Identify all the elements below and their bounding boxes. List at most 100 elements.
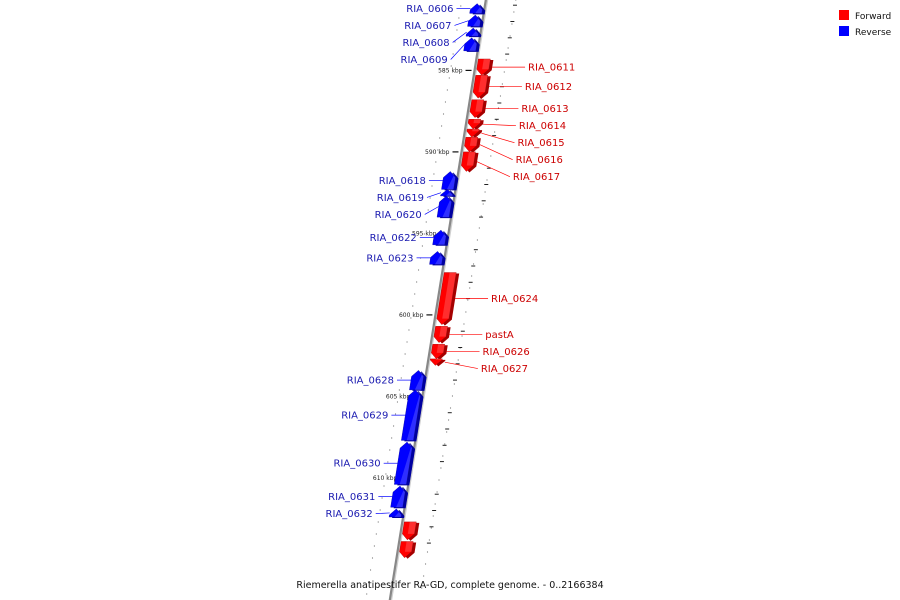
gene-ria-0613[interactable] [469,99,487,119]
gene-arrow-ria-0606[interactable] [469,3,483,14]
gene-label-ria-0608[interactable]: RIA_0608 [402,38,449,49]
gene-label-ria-0611[interactable]: RIA_0611 [528,63,575,74]
gene-ria-0611[interactable] [476,58,494,77]
grid-dot [437,149,439,151]
gene-label-ria-0626[interactable]: RIA_0626 [483,347,530,358]
gene-label-ria-0632[interactable]: RIA_0632 [326,509,373,520]
gene-label-ria-0619[interactable]: RIA_0619 [377,193,424,204]
gene-highlight [446,171,456,190]
gene-label-ria-0617[interactable]: RIA_0617 [513,172,560,183]
gene-label-ria-0627[interactable]: RIA_0627 [481,364,528,375]
grid-dot [430,527,432,529]
gene-arrow-ria-0613[interactable] [469,99,485,118]
gene-arrow-ria-0611[interactable] [476,58,491,76]
gene-arrow-ria-0631[interactable] [390,485,406,508]
gene-ria-0632[interactable] [388,508,405,519]
gene-label-ria-0606[interactable]: RIA_0606 [406,4,453,15]
gene-ria-0620[interactable] [436,195,455,219]
gene-ria-0617[interactable] [461,151,479,173]
legend-swatch-reverse [839,26,849,36]
gene-unnamed-28[interactable] [399,541,417,559]
gene-label-ria-0622[interactable]: RIA_0622 [370,233,417,244]
gene-ria-0628[interactable] [409,370,427,391]
grid-dot [421,245,423,247]
gene-label-ria-0629[interactable]: RIA_0629 [341,411,388,422]
gene-label-ria-0623[interactable]: RIA_0623 [366,253,413,264]
gene-arrow-ria-0632[interactable] [388,508,402,518]
grid-dot [371,557,374,559]
label-leader-ria-0607 [454,20,469,26]
gene-arrow-unnamed-28[interactable] [399,541,414,559]
gene-ria-0623[interactable] [429,251,446,266]
gene-label-ria-0618[interactable]: RIA_0618 [379,176,426,187]
gene-ria-0615[interactable] [466,128,483,139]
gene-arrow-pasta[interactable] [433,326,448,343]
grid-dot [428,539,430,541]
gene-arrow-ria-0614[interactable] [467,119,481,130]
grid-dot [381,497,383,499]
grid-dot [423,233,425,235]
gene-unnamed-27[interactable] [402,521,420,541]
gene-label-ria-0613[interactable]: RIA_0613 [521,104,568,115]
gene-arrow-ria-0609[interactable] [463,37,478,52]
gene-label-ria-0620[interactable]: RIA_0620 [375,210,422,221]
gene-ria-0627[interactable] [430,358,446,367]
grid-dot [394,413,397,415]
gene-ria-0607[interactable] [467,14,484,28]
grid-dot [436,491,438,493]
gene-ria-0629[interactable] [401,389,424,442]
gene-ria-0606[interactable] [469,3,486,15]
gene-label-ria-0612[interactable]: RIA_0612 [525,82,572,93]
gene-arrow-ria-0623[interactable] [429,251,443,265]
gene-label-ria-0609[interactable]: RIA_0609 [401,55,448,66]
grid-dot [416,281,418,283]
gene-highlight [478,58,491,70]
grid-dot [507,47,509,49]
gene-arrow-ria-0616[interactable] [464,137,479,153]
grid-dot [417,269,420,271]
grid-dot [366,593,368,595]
gene-arrow-ria-0608[interactable] [465,27,479,37]
gene-label-ria-0607[interactable]: RIA_0607 [404,21,451,32]
gene-label-ria-0616[interactable]: RIA_0616 [516,155,563,166]
gene-arrow-ria-0629[interactable] [401,389,421,441]
gene-arrow-unnamed-27[interactable] [402,521,417,541]
gene-ria-0626[interactable] [431,344,448,360]
gene-ria-0616[interactable] [464,137,481,153]
gene-arrow-ria-0626[interactable] [431,344,445,360]
gene-label-ria-0630[interactable]: RIA_0630 [333,459,380,470]
gene-arrow-ria-0607[interactable] [467,14,481,27]
gene-label-ria-0615[interactable]: RIA_0615 [517,138,564,149]
gene-label-pasta[interactable]: pastA [485,330,514,341]
gene-ria-0614[interactable] [467,119,484,131]
gene-arrow-ria-0627[interactable] [430,358,443,366]
gene-label-ria-0631[interactable]: RIA_0631 [328,492,375,503]
gene-ria-0608[interactable] [465,27,482,38]
grid-dot [453,383,455,385]
gene-arrow-ria-0622[interactable] [432,229,447,246]
gene-ria-0609[interactable] [463,37,480,52]
grid-dot [450,65,452,67]
grid-dot [387,461,389,463]
gene-arrow-ria-0630[interactable] [394,441,413,485]
gene-ria-0631[interactable] [390,485,409,509]
gene-ria-0619[interactable] [440,189,456,197]
gene-arrow-ria-0620[interactable] [436,195,452,218]
gene-label-ria-0614[interactable]: RIA_0614 [519,121,566,132]
gene-arrow-ria-0615[interactable] [466,128,480,138]
gene-arrow-ria-0617[interactable] [461,151,476,172]
gene-pasta[interactable] [433,326,451,344]
gene-highlight [401,541,414,552]
gene-ria-0612[interactable] [472,75,491,100]
grid-dot [433,173,435,175]
grid-dot [458,17,460,19]
gene-ria-0624[interactable] [436,272,460,326]
gene-label-ria-0628[interactable]: RIA_0628 [347,376,394,387]
gene-label-ria-0624[interactable]: RIA_0624 [491,294,538,305]
gene-arrow-ria-0624[interactable] [436,272,457,325]
gene-ria-0630[interactable] [394,441,416,486]
gene-arrow-ria-0612[interactable] [472,75,488,99]
gene-ria-0618[interactable] [441,171,459,191]
gene-ria-0622[interactable] [432,229,450,246]
